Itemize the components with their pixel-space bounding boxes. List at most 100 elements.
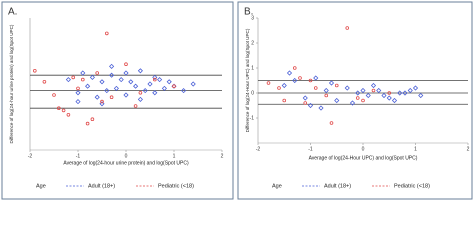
- y-tick-label: 3: [251, 15, 254, 21]
- point: [381, 92, 387, 99]
- panel-frame: [1, 1, 234, 200]
- point: [391, 97, 398, 104]
- point: [292, 77, 298, 84]
- point: [94, 94, 100, 100]
- legend-title: Age: [36, 183, 46, 189]
- point: [42, 80, 47, 84]
- y-tick-label: 2: [251, 40, 254, 46]
- point: [292, 66, 297, 70]
- point: [109, 95, 114, 99]
- point: [56, 106, 61, 110]
- panel-frame: [237, 1, 473, 200]
- point: [113, 85, 119, 91]
- point: [76, 86, 80, 91]
- point: [90, 117, 95, 121]
- point: [266, 81, 271, 85]
- point: [166, 79, 172, 85]
- point: [324, 93, 329, 98]
- point: [133, 83, 139, 89]
- point: [66, 113, 71, 117]
- point: [318, 105, 324, 111]
- point: [123, 70, 129, 76]
- x-axis-label: Average of log(24-hour urine protein) an…: [63, 160, 189, 166]
- x-tick-label: -2: [256, 146, 261, 152]
- point: [303, 101, 308, 105]
- point: [334, 83, 339, 88]
- point: [412, 85, 419, 91]
- point: [71, 75, 75, 80]
- x-tick-label: -1: [308, 146, 313, 152]
- point: [124, 62, 128, 66]
- point: [133, 104, 138, 108]
- legend-label: Adult (18+): [88, 183, 115, 189]
- point: [142, 88, 148, 94]
- point: [402, 90, 408, 96]
- point: [99, 79, 105, 85]
- point: [137, 68, 143, 74]
- point: [308, 78, 313, 83]
- point: [52, 93, 56, 97]
- point: [370, 82, 377, 89]
- point: [65, 77, 71, 83]
- point: [172, 84, 176, 88]
- point: [123, 92, 129, 98]
- point: [286, 70, 293, 76]
- point: [376, 87, 382, 94]
- point: [85, 121, 90, 126]
- point: [334, 97, 340, 104]
- point: [365, 92, 371, 99]
- y-axis-label: Difference of log(24-Hour UPC) and log(S…: [245, 28, 250, 132]
- x-tick-label: -1: [76, 153, 81, 159]
- point: [75, 99, 81, 105]
- point: [80, 70, 86, 76]
- legend-title: Age: [272, 183, 282, 189]
- point: [277, 86, 281, 90]
- point: [138, 91, 143, 95]
- point: [105, 31, 109, 36]
- x-tick-label: 1: [173, 153, 176, 159]
- point: [128, 79, 134, 85]
- point: [85, 83, 91, 89]
- point: [323, 87, 329, 94]
- x-tick-label: -2: [28, 153, 33, 159]
- point: [345, 26, 350, 30]
- panel-label: A.: [8, 7, 17, 18]
- point: [387, 91, 392, 95]
- point: [95, 71, 99, 75]
- point: [307, 102, 314, 109]
- point: [137, 96, 143, 102]
- point: [152, 90, 158, 96]
- point: [371, 88, 376, 93]
- point: [407, 87, 413, 94]
- x-tick-label: 2: [467, 146, 470, 152]
- legend-label: Pediatric (<18): [158, 183, 194, 189]
- point: [361, 98, 365, 103]
- point: [360, 87, 366, 94]
- point: [418, 92, 424, 99]
- panel-label: B.: [244, 7, 253, 18]
- point: [153, 77, 157, 82]
- point: [109, 72, 115, 78]
- point: [344, 85, 350, 91]
- y-axis-label: Difference of log(24-hour urine protein)…: [9, 24, 14, 143]
- point: [313, 86, 318, 90]
- point: [81, 77, 85, 82]
- point: [302, 95, 308, 101]
- figure: A. -2 -1 0 1 2 Average of log(24-hour urine pr…: [1, 1, 473, 200]
- point: [32, 69, 37, 73]
- point: [157, 77, 163, 83]
- point: [109, 63, 115, 69]
- point: [355, 96, 360, 100]
- point: [161, 85, 167, 91]
- point: [328, 80, 335, 86]
- point: [355, 90, 361, 96]
- y-tick-label: -1: [250, 115, 255, 121]
- x-tick-label: 1: [414, 146, 417, 152]
- point: [397, 90, 403, 96]
- point: [281, 82, 287, 89]
- point: [75, 90, 81, 96]
- point: [349, 100, 356, 106]
- point: [104, 88, 110, 94]
- point: [152, 74, 158, 80]
- point: [298, 76, 302, 80]
